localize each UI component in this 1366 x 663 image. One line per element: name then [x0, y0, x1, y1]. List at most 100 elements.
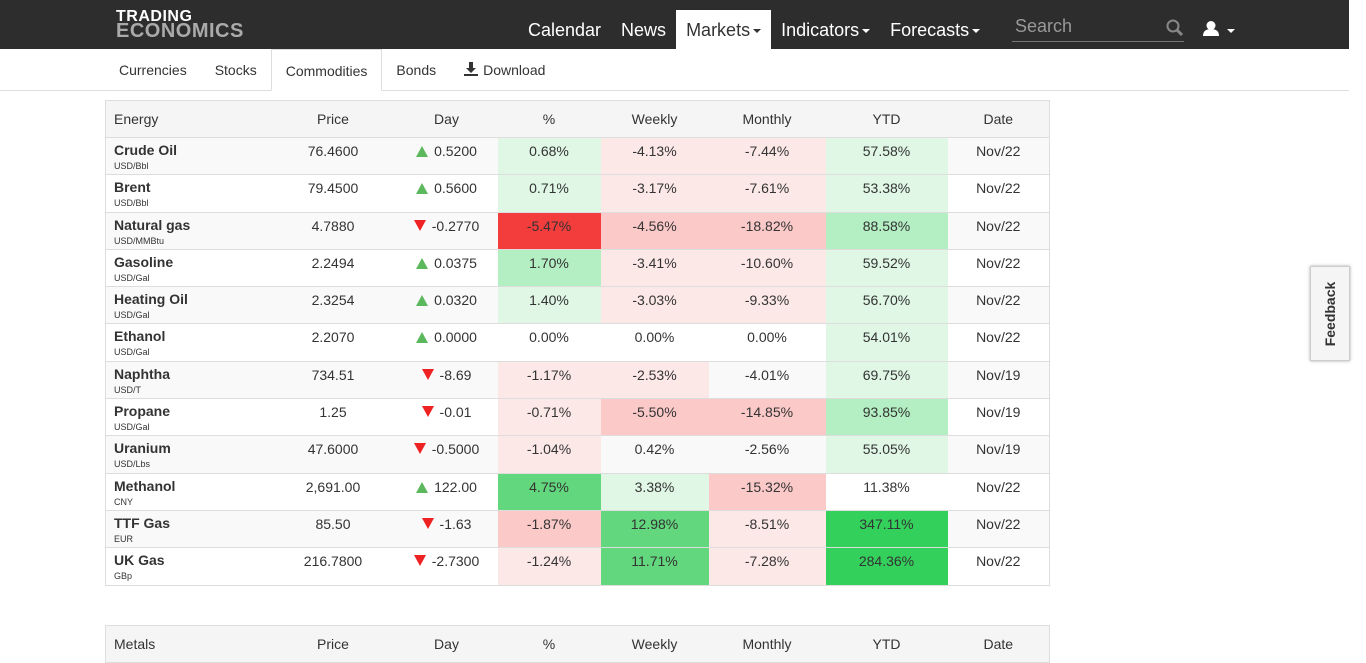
- commodity-unit: USD/Gal: [114, 272, 150, 283]
- cell: 93.85%: [825, 398, 948, 436]
- cell-value: -10.60%: [740, 254, 794, 271]
- arrow-down: [413, 555, 426, 567]
- cell-value: -2.53%: [632, 366, 677, 383]
- cell: -5.47%: [497, 211, 601, 250]
- data-row[interactable]: Natural gas USD/MMBtu 4.7880 -0.2770 -5.47% -…: [105, 211, 1050, 250]
- commodity-name[interactable]: Naphtha: [114, 365, 170, 382]
- nav-item[interactable]: News: [611, 10, 676, 49]
- sub-nav: Currencies Stocks Commodities Bonds Download: [0, 49, 1349, 91]
- arrow-down: [413, 219, 426, 231]
- commodity-name[interactable]: Heating Oil: [114, 291, 188, 308]
- commodity-name[interactable]: Uranium: [114, 440, 171, 457]
- arrow-up: [416, 257, 429, 269]
- cell: -4.13%: [600, 136, 709, 175]
- cell: 1.40%: [497, 286, 601, 324]
- cell-value: 1.70%: [529, 254, 569, 271]
- cell-value: -14.85%: [740, 404, 794, 421]
- cell: -7.44%: [708, 136, 826, 175]
- column-header: Date: [947, 100, 1050, 138]
- cell: 76.4600: [270, 136, 396, 175]
- cell-value: 4.75%: [529, 478, 569, 495]
- caret: [753, 29, 762, 34]
- search-input[interactable]: Search: [1012, 16, 1184, 42]
- cell-value: -7.61%: [744, 180, 790, 197]
- data-row[interactable]: Heating Oil USD/Gal 2.3254 0.0320 1.40% -3.03…: [105, 286, 1050, 324]
- commodity-name[interactable]: TTF Gas: [114, 514, 171, 531]
- tab[interactable]: Download: [450, 49, 559, 91]
- column-header: Date: [947, 625, 1050, 663]
- cell-value: 0.00%: [747, 329, 787, 346]
- data-row[interactable]: Ethanol USD/Gal 2.2070 0.0000 0.00% 0.00% 0.00…: [105, 323, 1050, 362]
- tab[interactable]: Currencies: [105, 49, 201, 91]
- cell: -8.69: [395, 360, 498, 399]
- cell-value: -1.63: [439, 515, 472, 532]
- cell-value: -1.04%: [526, 441, 572, 458]
- cell: -0.2770: [395, 211, 498, 250]
- nav-item[interactable]: Calendar: [518, 10, 611, 49]
- cell: Nov/22: [947, 174, 1050, 213]
- data-row[interactable]: Propane USD/Gal 1.25 -0.01 -0.71% -5.50% -14.8…: [105, 398, 1050, 436]
- cell: 2,691.00: [270, 472, 396, 511]
- nav-item[interactable]: Markets: [676, 10, 772, 49]
- commodity-name[interactable]: Natural gas: [114, 216, 191, 233]
- cell-value: 2.2494: [311, 254, 355, 271]
- commodity-name[interactable]: Gasoline: [114, 253, 174, 270]
- data-row[interactable]: Gasoline USD/Gal 2.2494 0.0375 1.70% -3.41% -1…: [105, 248, 1050, 287]
- nav-label: Forecasts: [890, 20, 970, 40]
- nav-item[interactable]: Indicators: [771, 10, 880, 49]
- commodity-name[interactable]: Brent: [114, 179, 151, 196]
- data-row[interactable]: Brent USD/Bbl 79.4500 0.5600 0.71% -3.17% -7.6…: [105, 174, 1050, 213]
- cell-value: Nov/19: [976, 441, 1021, 458]
- cell: -7.28%: [708, 547, 826, 586]
- logo[interactable]: TRADING ECONOMICS: [116, 9, 244, 42]
- cell: Nov/22: [947, 509, 1050, 548]
- commodity-name[interactable]: Methanol: [114, 477, 176, 494]
- arrow-up: [416, 146, 429, 157]
- arrow-down: [421, 406, 434, 418]
- cell-value: 53.38%: [862, 180, 911, 197]
- data-row[interactable]: Methanol CNY 2,691.00 122.00 4.75% 3.38% -15.3…: [105, 472, 1050, 511]
- data-row[interactable]: Uranium USD/Lbs 47.6000 -0.5000 -1.04% 0.42% -…: [105, 435, 1050, 474]
- commodity-name[interactable]: UK Gas: [114, 552, 165, 569]
- name-cell: Uranium USD/Lbs: [105, 435, 271, 474]
- cell-value: 69.75%: [862, 366, 911, 383]
- cell-value: -0.5000: [431, 441, 480, 458]
- name-cell: Crude Oil USD/Bbl: [105, 136, 271, 175]
- cell-value: 1.40%: [529, 292, 569, 309]
- commodity-name[interactable]: Ethanol: [114, 328, 166, 345]
- name-cell: Gasoline USD/Gal: [105, 248, 271, 287]
- tab[interactable]: Commodities: [270, 49, 383, 91]
- data-row[interactable]: TTF Gas EUR 85.50 -1.63 -1.87% 12.98% -8.51% 34…: [105, 509, 1050, 548]
- cell: 11.71%: [600, 547, 709, 586]
- cell: Nov/22: [947, 248, 1050, 287]
- user-menu[interactable]: [1203, 21, 1237, 37]
- tab[interactable]: Stocks: [201, 49, 271, 91]
- feedback-button[interactable]: Feedback: [1310, 266, 1350, 361]
- cell: 347.11%: [825, 509, 948, 548]
- cell-value: 11.71%: [631, 553, 678, 570]
- cell: -18.82%: [708, 211, 826, 250]
- arrow-up: [416, 481, 429, 493]
- column-header: Weekly: [600, 625, 709, 663]
- commodity-name[interactable]: Crude Oil: [114, 142, 178, 158]
- commodity-name[interactable]: Propane: [114, 403, 171, 420]
- cell-value: -3.17%: [632, 180, 677, 197]
- data-row[interactable]: UK Gas GBp 216.7800 -2.7300 -1.24% 11.71% -7.2…: [105, 547, 1050, 586]
- cell-value: Nov/22: [976, 515, 1021, 532]
- arrow-down: [421, 368, 434, 380]
- cell-value: 3.38%: [634, 478, 675, 495]
- arrow-down: [421, 517, 434, 529]
- cell-value: -1.24%: [526, 553, 572, 570]
- cell-value: 54.01%: [862, 329, 911, 346]
- cell-value: 734.51: [311, 366, 355, 383]
- commodity-unit: EUR: [114, 533, 134, 544]
- data-row[interactable]: Naphtha USD/T 734.51 -8.69 -1.17% -2.53% -4.01…: [105, 360, 1050, 399]
- tab[interactable]: Bonds: [382, 49, 450, 91]
- cell-value: Nov/22: [976, 329, 1021, 346]
- search-icon[interactable]: [1166, 19, 1184, 37]
- data-row[interactable]: Crude Oil USD/Bbl 76.4600 0.5200 0.68% -4.13%…: [105, 136, 1050, 175]
- commodity-unit: CNY: [114, 496, 134, 507]
- nav-item[interactable]: Forecasts: [880, 10, 990, 49]
- cell: -4.56%: [600, 211, 709, 250]
